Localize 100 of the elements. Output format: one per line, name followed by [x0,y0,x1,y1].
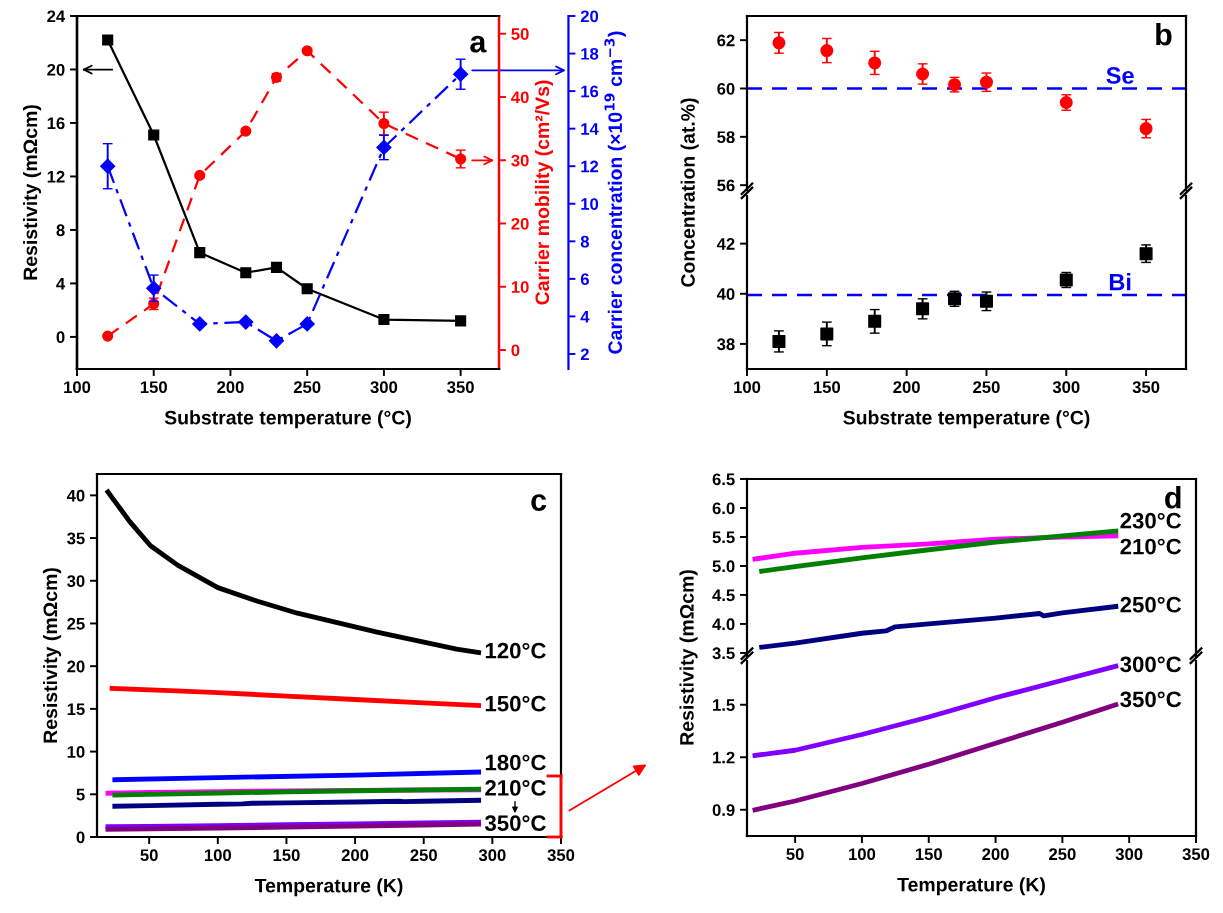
y-tick-label: 60 [717,82,735,95]
x-tick-label: 350 [447,381,474,394]
y-tick-label: 6.5 [712,473,735,486]
y3-tick-label: 12 [581,160,599,173]
y-tick-label: 35 [67,532,85,545]
x-tick-label: 100 [64,381,91,394]
y-tick-label: 56 [717,179,735,192]
x-tick-label: 200 [341,849,369,862]
x-tick-label: 50 [786,848,804,861]
y3-axis-title: Carrier concentration (×10$^{19}$ cm$^{−3}$) [604,31,626,354]
x-tick-label: 200 [217,381,244,394]
y-tick-label: 62 [717,34,735,47]
y3-tick-label: 14 [581,123,599,135]
y-axis-title: Resistivity (mΩcm) [22,105,42,280]
x-tick-label: 150 [140,381,167,394]
y2-tick-label: 40 [511,91,529,104]
y-tick-label: 20 [47,63,65,76]
annotation: 300°C [1120,656,1182,673]
annotation: 250°C [1120,596,1182,613]
annotation: 120°C [485,642,546,659]
y2-tick-label: 50 [511,28,529,40]
y3-tick-label: 20 [580,10,599,23]
annotation: 210°C [1120,538,1182,555]
y-tick-label: 12 [47,170,65,183]
x-tick-label: 100 [204,849,232,862]
y-tick-label: 4 [56,278,66,290]
y-tick-label: 42 [716,238,735,250]
y-tick-label: 10 [67,745,85,758]
y3-tick-label: 18 [581,47,599,60]
x-axis-title: Substrate temperature (°C) [843,410,1090,429]
annotation: 230°C [1120,512,1182,529]
y3-tick-label: 10 [581,198,599,210]
annotation: 150°C [485,695,546,712]
y-tick-label: 16 [47,117,65,130]
y-tick-label: 58 [717,131,735,144]
annotation: d [1165,486,1181,509]
y3-tick-label: 16 [581,85,599,98]
y-tick-label: 4.5 [712,589,735,602]
ref-line-label: Se [1106,67,1134,84]
y-tick-label: 5 [76,788,85,801]
x-tick-label: 250 [293,381,321,394]
annotation: c [531,494,547,511]
x-tick-label: 150 [915,848,942,861]
y3-tick-label: 8 [580,235,590,248]
y-tick-label: 25 [67,617,85,630]
y2-tick-label: 30 [511,154,529,167]
ref-line-label: Bi [1109,273,1131,291]
annotation: 180°C [485,754,546,771]
y-tick-label: 15 [67,703,85,716]
y-tick-label: 5.5 [712,531,735,544]
y-axis-title: Resistivity (mΩcm) [679,570,698,745]
x-tick-label: 250 [973,381,1000,394]
x-tick-label: 150 [273,849,300,862]
y-tick-label: 5.0 [712,560,735,573]
x-tick-label: 350 [547,849,575,862]
x-tick-label: 200 [982,848,1009,861]
x-tick-label: 250 [1049,848,1076,861]
x-tick-label: 250 [410,849,437,862]
y-tick-label: 24 [47,10,66,23]
y-tick-label: 40 [716,288,735,300]
x-tick-label: 350 [1182,848,1210,861]
x-tick-label: 100 [849,848,876,861]
annotation: b [1156,22,1172,46]
x-tick-label: 350 [1132,381,1160,394]
y-tick-label: 6.0 [712,502,735,515]
y3-tick-label: 4 [580,311,590,323]
annotation: a [470,35,487,53]
x-tick-label: 50 [140,849,158,862]
y-tick-label: 30 [67,575,85,587]
y-tick-label: 1.2 [713,751,735,764]
y-tick-label: 0 [76,831,85,844]
y2-axis-title: Carrier mobility (cm²/Vs) [534,80,554,305]
y-tick-label: 0.9 [712,804,735,816]
y-axis-title: Resistivity (mΩcm) [42,568,62,743]
y-tick-label: 0 [56,331,65,344]
x-axis-title: Temperature (K) [897,877,1045,896]
annotation: 350°C [484,815,546,832]
x-tick-label: 200 [893,381,920,394]
annotation: 210°C [485,780,546,796]
x-tick-label: 300 [370,381,398,394]
y-tick-label: 8 [56,224,65,237]
x-tick-label: 300 [1052,381,1080,394]
y-tick-label: 3.5 [712,647,735,660]
y-tick-label: 40 [66,489,85,502]
y3-tick-label: 6 [580,273,589,286]
y-tick-label: 1.5 [713,699,735,711]
y-tick-label: 38 [717,338,735,351]
annotation: 350°C [1120,691,1182,708]
y2-tick-label: 0 [511,344,520,357]
y2-tick-label: 10 [511,281,529,293]
x-tick-label: 100 [734,381,761,394]
y2-tick-label: 20 [511,217,529,230]
y-tick-label: 20 [67,660,85,673]
x-tick-label: 300 [1115,848,1143,861]
x-tick-label: 150 [813,381,841,394]
y-tick-label: 4.0 [712,618,735,631]
y-axis-title: Concentration (at.%) [680,98,699,287]
x-axis-title: Temperature (K) [254,878,403,897]
x-tick-label: 300 [478,849,506,862]
y3-tick-label: 2 [580,348,589,361]
